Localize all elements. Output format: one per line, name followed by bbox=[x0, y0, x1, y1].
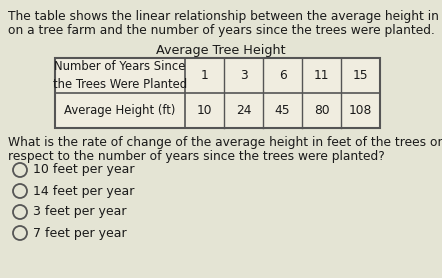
Text: 3: 3 bbox=[240, 69, 248, 82]
Text: 10: 10 bbox=[197, 104, 212, 117]
Text: 7 feet per year: 7 feet per year bbox=[33, 227, 126, 240]
Text: Average Tree Height: Average Tree Height bbox=[156, 44, 286, 57]
Text: 6: 6 bbox=[278, 69, 286, 82]
Text: 11: 11 bbox=[314, 69, 329, 82]
Text: 108: 108 bbox=[349, 104, 372, 117]
Text: The table shows the linear relationship between the average height in feet of tr: The table shows the linear relationship … bbox=[8, 10, 442, 23]
Text: 15: 15 bbox=[353, 69, 368, 82]
Bar bbox=[55, 58, 380, 128]
Text: 10 feet per year: 10 feet per year bbox=[33, 163, 134, 177]
Text: Average Height (ft): Average Height (ft) bbox=[65, 104, 175, 117]
Text: 3 feet per year: 3 feet per year bbox=[33, 205, 126, 219]
Text: 14 feet per year: 14 feet per year bbox=[33, 185, 134, 197]
Text: on a tree farm and the number of years since the trees were planted.: on a tree farm and the number of years s… bbox=[8, 24, 435, 37]
Circle shape bbox=[13, 184, 27, 198]
Text: 45: 45 bbox=[274, 104, 290, 117]
Text: What is the rate of change of the average height in feet of the trees on the far: What is the rate of change of the averag… bbox=[8, 136, 442, 149]
Circle shape bbox=[13, 226, 27, 240]
Text: Number of Years Since
the Trees Were Planted: Number of Years Since the Trees Were Pla… bbox=[53, 60, 187, 91]
Text: 24: 24 bbox=[236, 104, 251, 117]
Text: respect to the number of years since the trees were planted?: respect to the number of years since the… bbox=[8, 150, 385, 163]
Text: 80: 80 bbox=[314, 104, 329, 117]
Circle shape bbox=[13, 163, 27, 177]
Text: 1: 1 bbox=[201, 69, 208, 82]
Bar bbox=[55, 58, 380, 128]
Circle shape bbox=[13, 205, 27, 219]
